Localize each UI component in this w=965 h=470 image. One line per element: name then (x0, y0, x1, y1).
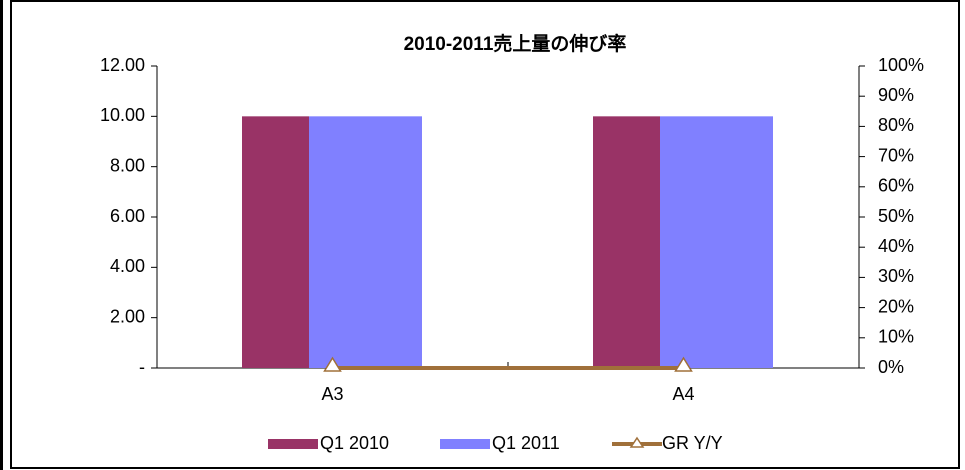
y2-tick-label: 50% (878, 206, 914, 226)
y2-tick-label: 90% (878, 85, 914, 105)
y-tick-label: 10.00 (100, 105, 145, 125)
y2-tick-label: 10% (878, 327, 914, 347)
line-marker (674, 356, 693, 372)
bar (593, 116, 660, 368)
y-tick-label: 4.00 (110, 256, 145, 276)
chart-title: 2010-2011売上量の伸び率 (404, 32, 627, 55)
legend-marker (629, 436, 645, 448)
x-tick-label: A3 (321, 384, 343, 404)
chart-border (10, 0, 960, 469)
legend-label: GR Y/Y (662, 433, 723, 453)
y2-tick-label: 0% (878, 357, 904, 377)
legend-swatch (268, 439, 318, 449)
y-tick-label: 2.00 (110, 306, 145, 326)
bar (242, 116, 309, 368)
y-tick-label: 8.00 (110, 155, 145, 175)
y2-tick-label: 100% (878, 55, 924, 75)
y2-tick-label: 60% (878, 176, 914, 196)
legend-swatch (440, 439, 490, 449)
legend-label: Q1 2011 (492, 433, 560, 453)
y2-tick-label: 20% (878, 296, 914, 316)
y2-tick-label: 80% (878, 115, 914, 135)
y-tick-label: 6.00 (110, 206, 145, 226)
bar (660, 116, 773, 368)
legend-label: Q1 2010 (320, 433, 389, 453)
y-tick-label: - (139, 357, 145, 377)
bar (309, 116, 422, 368)
y-tick-label: 12.00 (100, 55, 145, 75)
y2-tick-label: 70% (878, 145, 914, 165)
x-tick-label: A4 (672, 384, 694, 404)
y2-tick-label: 40% (878, 236, 914, 256)
line-marker (323, 356, 342, 372)
y2-tick-label: 30% (878, 266, 914, 286)
